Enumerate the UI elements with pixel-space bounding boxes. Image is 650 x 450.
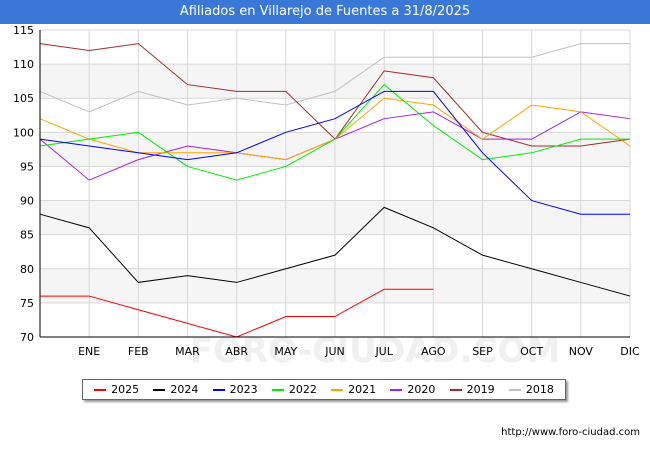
footer-url: http://www.foro-ciudad.com	[501, 427, 640, 438]
x-tick-label: SEP	[472, 345, 493, 358]
y-tick-label: 115	[13, 24, 34, 37]
legend-swatch	[508, 388, 521, 391]
legend-label: 2022	[288, 383, 317, 396]
watermark: FORO-CIUDAD.COM	[190, 331, 561, 371]
y-tick-label: 100	[13, 126, 34, 139]
legend-item-2022: 2022	[271, 383, 317, 396]
x-tick-label: NOV	[569, 345, 594, 358]
chart-title: Afiliados en Villarejo de Fuentes a 31/8…	[0, 0, 650, 24]
y-tick-label: 110	[13, 58, 34, 71]
x-tick-label: MAR	[175, 345, 200, 358]
y-tick-label: 95	[20, 160, 34, 173]
legend-swatch	[94, 388, 107, 391]
legend-item-2025: 2025	[94, 383, 139, 396]
legend-swatch	[390, 388, 403, 391]
y-tick-label: 85	[20, 229, 34, 242]
legend-swatch	[331, 388, 344, 391]
legend-item-2020: 2020	[390, 383, 435, 396]
x-tick-label: JUN	[324, 345, 345, 358]
legend-item-2018: 2018	[508, 383, 554, 396]
legend-label: 2021	[348, 383, 377, 396]
y-tick-label: 75	[20, 297, 34, 310]
legend-label: 2024	[170, 383, 199, 396]
legend-item-2019: 2019	[449, 383, 495, 396]
legend-swatch	[212, 388, 225, 391]
legend-label: 2018	[525, 383, 554, 396]
x-tick-label: DIC	[620, 345, 640, 358]
legend-label: 2023	[229, 383, 258, 396]
x-tick-label: MAY	[274, 345, 297, 358]
x-tick-label: OCT	[520, 345, 543, 358]
legend-swatch	[449, 388, 462, 391]
chart-legend: 2025 2024 2023 2022 2021 2020 2019 2018	[82, 379, 566, 400]
series-line-2024	[39, 206, 631, 297]
y-tick-label: 70	[20, 331, 34, 344]
legend-swatch	[153, 388, 166, 391]
x-tick-label: FEB	[128, 345, 149, 358]
series-line-2018	[39, 43, 630, 113]
y-tick-label: 105	[13, 92, 34, 105]
legend-swatch	[271, 388, 284, 391]
legend-item-2023: 2023	[212, 383, 258, 396]
x-tick-label: ENE	[78, 345, 100, 358]
series-line-2023	[39, 90, 630, 215]
series-line-2022	[39, 83, 630, 181]
x-tick-label: AGO	[421, 345, 446, 358]
legend-label: 2020	[407, 383, 436, 396]
y-tick-label: 90	[20, 195, 34, 208]
legend-label: 2019	[466, 383, 495, 396]
legend-label: 2025	[111, 383, 140, 396]
legend-item-2024: 2024	[153, 383, 198, 396]
y-tick-label: 80	[20, 263, 34, 276]
legend-item-2021: 2021	[331, 383, 376, 396]
x-tick-label: ABR	[225, 345, 248, 358]
x-tick-label: JUL	[374, 345, 393, 358]
